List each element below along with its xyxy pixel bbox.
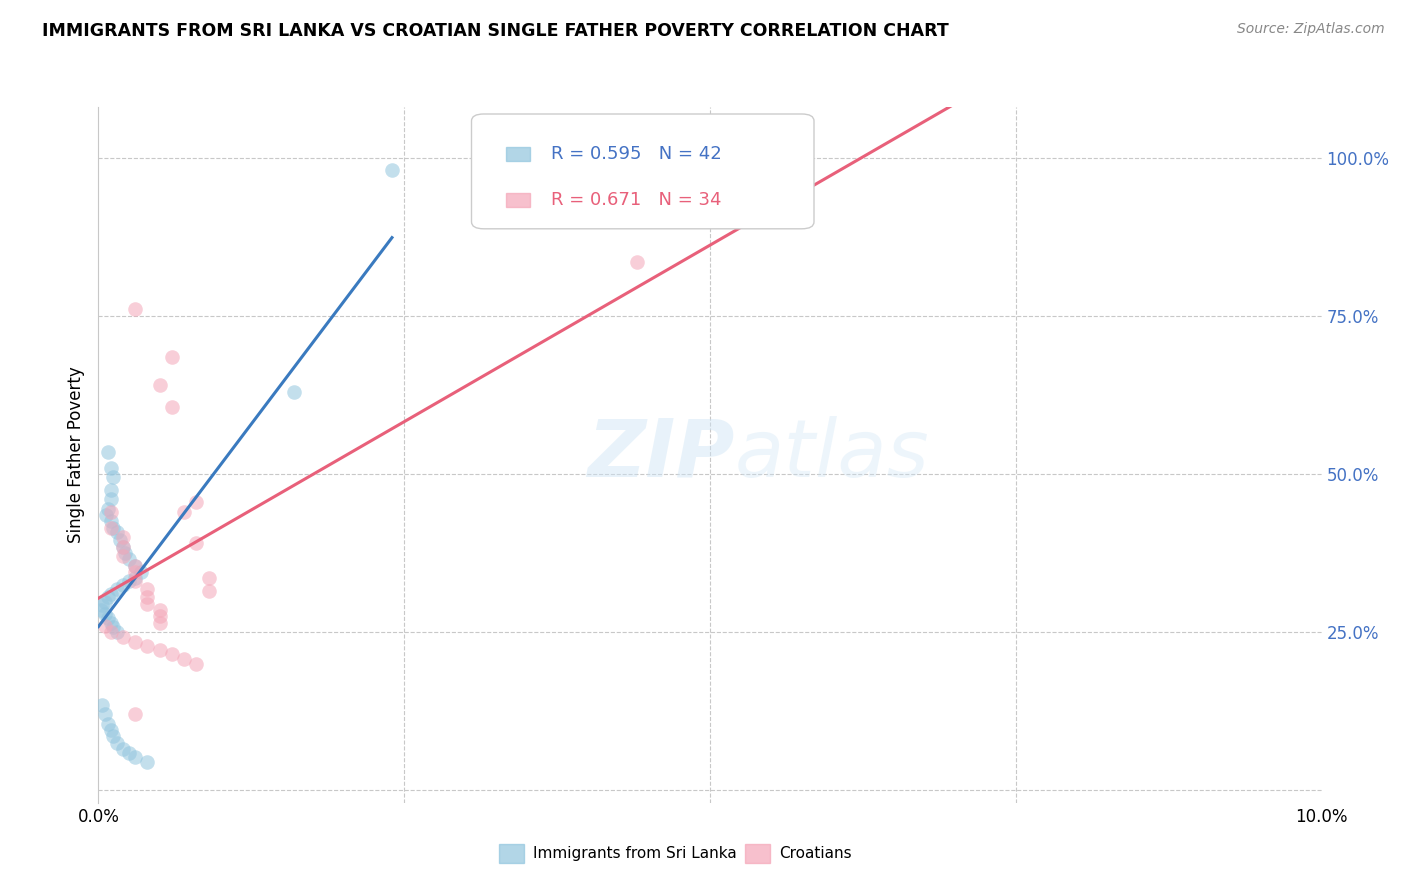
Point (118, 574, 141, 589)
Point (124, 302, 146, 317)
Point (149, 642, 172, 657)
Bar (506, 147, 530, 161)
Point (136, 755, 159, 769)
Text: R = 0.671   N = 34: R = 0.671 N = 34 (551, 191, 721, 209)
Point (149, 615, 172, 630)
Point (97, 611, 120, 625)
Point (111, 742, 134, 756)
Point (381, 163, 404, 178)
Point (124, 565, 146, 579)
Point (186, 657, 208, 671)
Point (105, 525, 128, 540)
Point (101, 730, 124, 744)
Point (124, 558, 146, 573)
Point (100, 505, 122, 519)
Point (626, 255, 648, 269)
Point (91, 698, 114, 712)
Point (100, 587, 122, 601)
Point (111, 549, 134, 563)
Point (94, 508, 117, 522)
Point (101, 470, 124, 484)
Point (283, 384, 305, 399)
Point (100, 521, 122, 535)
Point (97, 444, 120, 458)
Text: R = 0.595   N = 42: R = 0.595 N = 42 (551, 145, 721, 163)
Point (149, 378, 172, 392)
Point (160, 647, 183, 661)
Point (129, 565, 152, 579)
Point (124, 707, 146, 722)
Point (111, 540, 134, 554)
Point (186, 536, 208, 550)
Point (111, 577, 134, 591)
Point (91, 599, 114, 613)
Point (124, 571, 146, 585)
Point (100, 483, 122, 497)
Point (136, 591, 159, 605)
Text: Croatians: Croatians (779, 847, 852, 861)
Point (197, 571, 219, 585)
Point (93, 618, 115, 632)
Point (97, 716, 120, 731)
Text: Source: ZipAtlas.com: Source: ZipAtlas.com (1237, 22, 1385, 37)
Point (100, 460, 122, 475)
Point (100, 625, 122, 640)
Point (93, 595, 115, 609)
Point (124, 750, 146, 764)
Point (111, 630, 134, 644)
Point (110, 533, 132, 548)
Point (124, 574, 146, 589)
Point (101, 620, 124, 634)
Point (124, 634, 146, 648)
Point (149, 609, 172, 624)
Y-axis label: Single Father Poverty: Single Father Poverty (67, 367, 86, 543)
Point (114, 546, 136, 560)
Point (93, 607, 115, 622)
Point (100, 615, 122, 630)
Point (136, 639, 159, 653)
Point (160, 350, 183, 364)
Point (90, 603, 112, 617)
Point (136, 582, 159, 596)
Text: ZIP: ZIP (588, 416, 734, 494)
Point (173, 505, 195, 519)
Point (160, 401, 183, 415)
Point (97, 591, 120, 605)
Point (93, 707, 115, 722)
Text: IMMIGRANTS FROM SRI LANKA VS CROATIAN SINGLE FATHER POVERTY CORRELATION CHART: IMMIGRANTS FROM SRI LANKA VS CROATIAN SI… (42, 22, 949, 40)
Point (111, 530, 134, 544)
Point (173, 651, 195, 665)
Text: Immigrants from Sri Lanka: Immigrants from Sri Lanka (533, 847, 737, 861)
Point (136, 597, 159, 611)
Text: atlas: atlas (734, 416, 929, 494)
Point (111, 540, 134, 554)
Point (105, 625, 128, 640)
Point (186, 495, 208, 509)
Point (105, 736, 128, 750)
Point (100, 492, 122, 507)
Point (118, 747, 141, 761)
Bar (506, 193, 530, 207)
Point (100, 723, 122, 737)
Point (100, 514, 122, 528)
Point (149, 603, 172, 617)
Point (197, 583, 219, 598)
FancyBboxPatch shape (471, 114, 814, 229)
Point (101, 521, 124, 535)
Point (118, 552, 141, 566)
Point (105, 582, 128, 596)
Point (124, 558, 146, 573)
Point (97, 501, 120, 516)
